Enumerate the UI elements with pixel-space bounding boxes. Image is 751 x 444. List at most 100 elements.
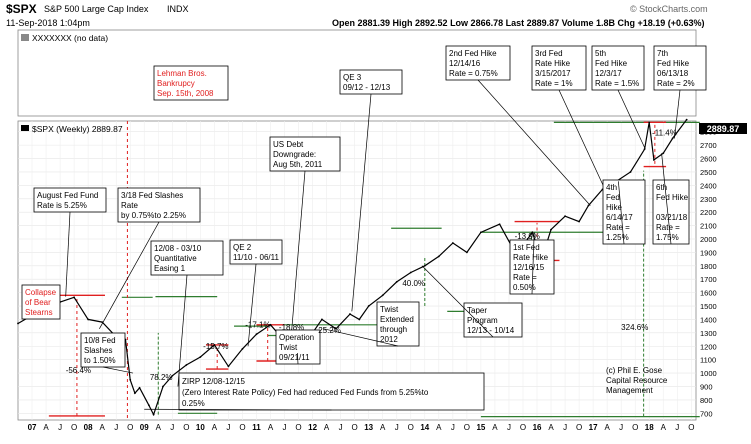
last-value-text: 2889.87 [707,124,740,134]
price-point [587,204,590,207]
op-twist-pointer [297,352,299,365]
qe3-pointer [351,93,372,312]
x-tick-label: O [464,423,470,432]
hike2-line: 2nd Fed Hike [449,49,497,58]
x-tick-label: O [576,423,582,432]
mar-fed-line: by 0.75%to 2.25% [121,211,186,220]
x-tick-label: A [268,423,274,432]
y-tick-label: 800 [700,396,713,405]
hike6-line: Rate = [656,223,680,232]
hike1-pointer [531,232,535,295]
price-point [465,251,468,254]
zirp-line: (Zero Interest Rate Policy) Fed had redu… [182,388,429,397]
y-tick-label: 2100 [700,222,717,231]
price-point [213,344,216,346]
op-twist-line: 09/21/11 [279,353,310,362]
percent-label: -56.4% [66,366,91,375]
price-point [395,280,398,283]
x-tick-label: 11 [252,423,261,432]
percent-label: 40.0% [402,279,425,288]
hike5-box [591,45,645,91]
x-tick-label: J [114,423,118,432]
qe1-line: 12/08 - 03/10 [154,244,202,253]
oct-fed-line: 10/8 Fed [84,336,116,345]
price-point [498,223,501,226]
hike6-line: 03/21/18 [656,213,688,222]
x-tick-label: O [408,423,414,432]
x-tick-label: A [380,423,386,432]
taper-box [463,302,523,338]
y-tick-label: 1300 [700,329,717,338]
zirp-pointer [144,408,332,411]
twist-ext-line: 2012 [380,335,398,344]
x-tick-label: A [99,423,105,432]
debt-line: US Debt [273,140,304,149]
hike2-pointer [477,79,591,206]
price-point [148,404,150,407]
x-tick-label: O [295,423,301,432]
price-point [227,365,230,368]
y-tick-label: 2700 [700,141,717,150]
twist-ext-box [376,301,420,347]
last-value-badge [699,123,747,134]
percent-label: -13.9% [515,232,540,241]
price-point [349,313,351,315]
hike4-line: 4th [606,183,617,192]
oct-fed-line: to 1.50% [84,356,116,365]
hike7-line: Fed Hike [657,59,690,68]
taper-line: 12/13 - 10/14 [467,326,515,335]
aug-fed-line: Rate is 5.25% [37,201,87,210]
y-tick-label: 1700 [700,275,717,284]
y-tick-label: 2300 [700,195,717,204]
x-tick-label: 18 [645,423,654,432]
qe3-line: QE 3 [343,73,362,82]
x-tick-label: A [604,423,610,432]
x-axis: 07 A J O 08 A J O 09 A J O 10 A J O 11 A J O 12 A J O 13 A J O 14 A J O… [28,423,695,432]
main-panel [17,120,697,421]
bear-line: of Bear [25,298,51,307]
hike6-pointer [661,153,672,245]
hike1-line: Rate = [513,273,537,282]
percent-label: 324.6% [621,323,648,332]
hike3-line: Rate = 1% [535,79,573,88]
hike2-box [445,45,511,81]
hike5-line: 12/3/17 [595,69,622,78]
upper-legend-swatch [21,34,29,41]
price-point [653,158,655,161]
hike3-line: Rate Hike [535,59,571,68]
stockcharts-watermark: © StockCharts.com [630,4,708,14]
bear-box [21,284,61,320]
price-point [662,152,665,155]
percent-label: 78.2% [150,373,173,382]
op-twist-line: Twist [279,343,298,352]
credit-line: Capital Resource [606,376,668,385]
price-point [138,386,141,389]
x-tick-label: A [324,423,330,432]
hike1-line: 12/16/15 [513,263,545,272]
y-tick-label: 1600 [700,289,717,298]
price-point [269,323,272,326]
price-point [87,318,90,321]
twist-ext-line: through [380,325,407,334]
credit-line: Management [606,386,653,395]
zirp-line: 0.25% [182,399,205,408]
x-tick-label: A [661,423,667,432]
lehman-line: Lehman Bros. [157,69,207,78]
y-tick-label: 1100 [700,356,716,365]
x-tick-label: 17 [589,423,598,432]
hike6-box [652,179,690,245]
x-tick-label: J [619,423,623,432]
y-tick-label: 2500 [700,168,717,177]
hike3-box [531,45,587,91]
chart-symbol: $SPX [6,2,37,16]
x-tick-label: 12 [308,423,317,432]
hike7-pointer [674,89,681,139]
hike6-line: 1.75% [656,233,679,242]
y-tick-label: 2200 [700,208,717,217]
op-twist-line: Operation [279,333,314,342]
hike4-pointer [618,181,625,245]
price-point [17,322,19,325]
mar-fed-line: Rate [121,201,138,210]
y-tick-label: 2000 [700,235,717,244]
x-tick-label: J [58,423,62,432]
